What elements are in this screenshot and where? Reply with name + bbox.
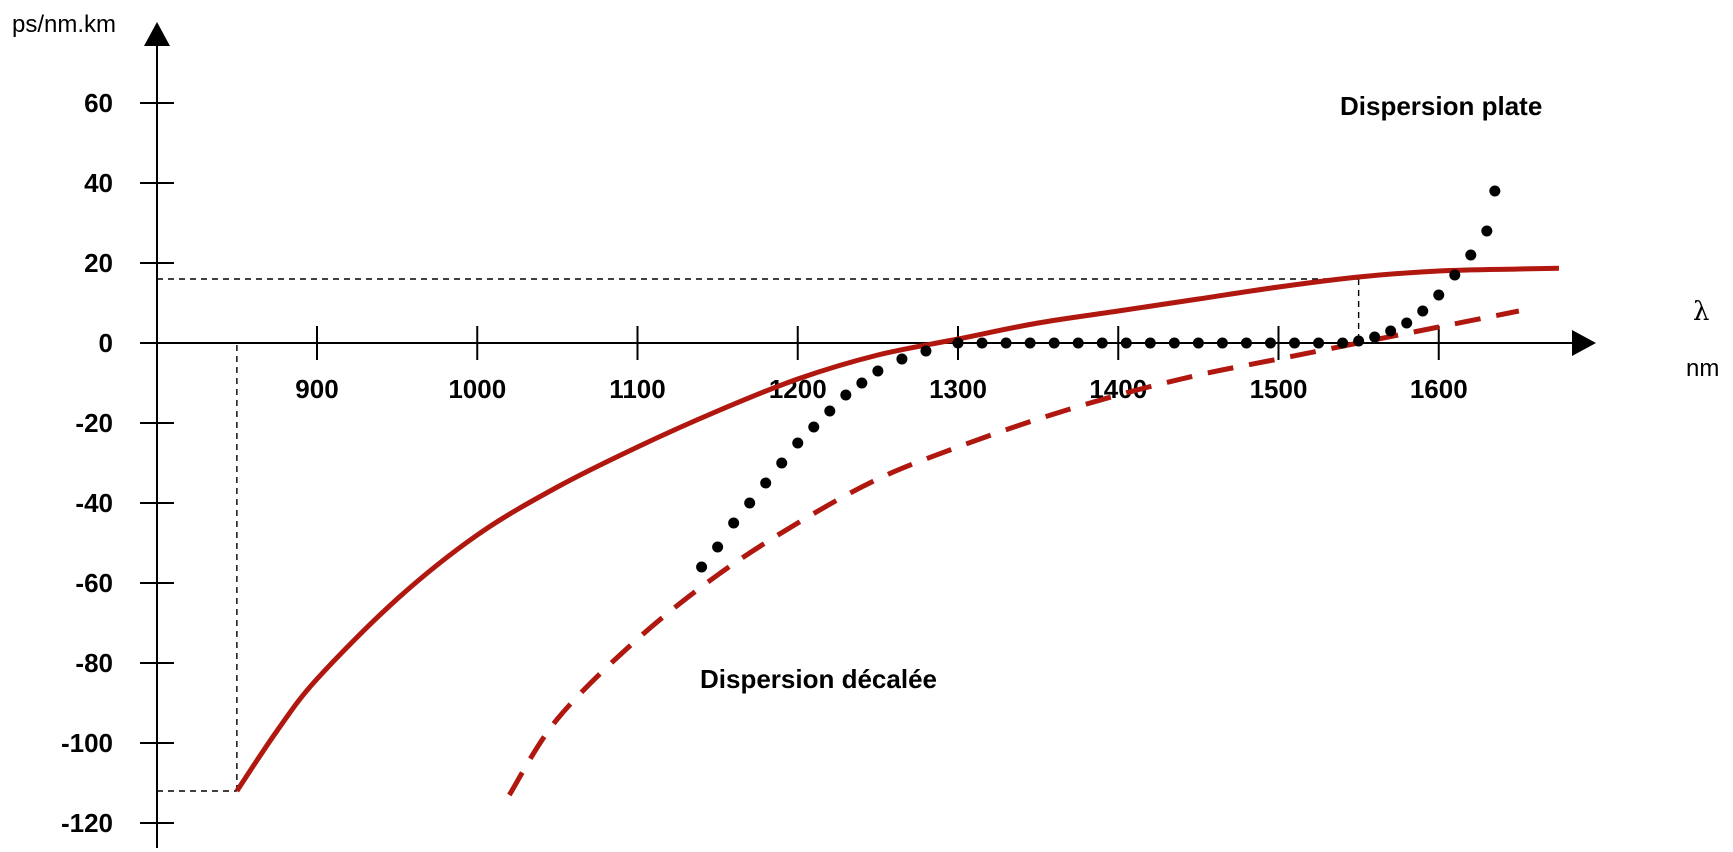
flat-dispersion-point: [1072, 337, 1084, 349]
flat-dispersion-point: [1192, 337, 1204, 349]
x-axis-symbol: λ: [1693, 297, 1709, 327]
flat-dispersion-point: [1264, 337, 1276, 349]
flat-dispersion-point: [920, 345, 932, 357]
y-tick-label: -60: [75, 568, 113, 598]
flat-dispersion-point: [696, 561, 708, 573]
y-axis-label: ps/nm.km: [12, 11, 116, 38]
flat-dispersion-point: [1313, 337, 1325, 349]
flat-dispersion-point: [1216, 337, 1228, 349]
flat-dispersion-point: [792, 437, 804, 449]
y-tick-label: -20: [75, 408, 113, 438]
flat-dispersion-point: [896, 353, 908, 365]
flat-dispersion-point: [1337, 337, 1349, 349]
x-tick-label: 1100: [609, 374, 665, 404]
flat-dispersion-point: [808, 421, 820, 433]
y-tick-label: -100: [61, 728, 113, 758]
flat-dispersion-point: [712, 541, 724, 553]
reference-guides: [157, 278, 1360, 792]
flat-dispersion-point: [976, 337, 988, 349]
x-axis-arrow: [1572, 330, 1596, 356]
y-tick-label: -120: [61, 808, 113, 838]
flat-dispersion-point: [856, 377, 868, 389]
x-tick-label: 1000: [448, 374, 506, 404]
flat-dispersion-point: [1240, 337, 1252, 349]
flat-dispersion-point: [776, 457, 788, 469]
flat-dispersion-point: [1433, 289, 1445, 301]
x-tick-label: 1300: [929, 374, 987, 404]
flat-dispersion-point: [1401, 317, 1413, 329]
flat-dispersion-point: [1385, 325, 1397, 337]
flat-dispersion-point: [1024, 337, 1036, 349]
y-tick-label: -40: [75, 488, 113, 518]
x-tick-label: 900: [295, 374, 338, 404]
y-tick-label: 20: [84, 248, 113, 278]
flat-dispersion-point: [1489, 185, 1501, 197]
flat-dispersion-point: [1465, 249, 1477, 261]
y-tick-label: 0: [99, 328, 113, 358]
standard-dispersion-line: [234, 265, 1559, 793]
flat-dispersion-point: [744, 497, 756, 509]
axis-ticks: 900 1000 1100 1200 1300 1400 1500 16006040200-2…: [61, 88, 1468, 838]
flat-dispersion-point: [1289, 337, 1301, 349]
flat-dispersion-point: [952, 337, 964, 349]
y-tick-label: -80: [75, 648, 113, 678]
y-tick-label: 40: [84, 168, 113, 198]
flat-dispersion-point: [872, 365, 884, 377]
flat-dispersion-point: [1096, 337, 1108, 349]
flat-dispersion-point: [1449, 269, 1461, 281]
flat-dispersion-point: [1048, 337, 1060, 349]
series-group: [234, 185, 1559, 797]
x-tick-label: 1500: [1250, 374, 1308, 404]
flat-dispersion-point: [1369, 331, 1381, 343]
flat-dispersion-point: [1120, 337, 1132, 349]
shifted-dispersion-line: [507, 308, 1520, 797]
flat-dispersion-point: [824, 405, 836, 417]
y-tick-label: 60: [84, 88, 113, 118]
flat-dispersion-point: [1417, 305, 1429, 317]
y-axis-arrow: [144, 22, 170, 46]
flat-dispersion-point: [1144, 337, 1156, 349]
flat-dispersion-point: [760, 477, 772, 489]
annotation-shifted-dispersion: Dispersion décalée: [700, 664, 937, 694]
flat-dispersion-point: [1168, 337, 1180, 349]
flat-dispersion-point: [1000, 337, 1012, 349]
x-tick-label: 1600: [1410, 374, 1468, 404]
axes: [144, 22, 1596, 848]
annotation-flat-dispersion: Dispersion plate: [1340, 91, 1542, 121]
flat-dispersion-point: [1353, 335, 1365, 347]
flat-dispersion-point: [840, 389, 852, 401]
flat-dispersion-point: [1481, 225, 1493, 237]
x-axis-label: nm: [1686, 355, 1719, 382]
flat-dispersion-point: [728, 517, 740, 529]
